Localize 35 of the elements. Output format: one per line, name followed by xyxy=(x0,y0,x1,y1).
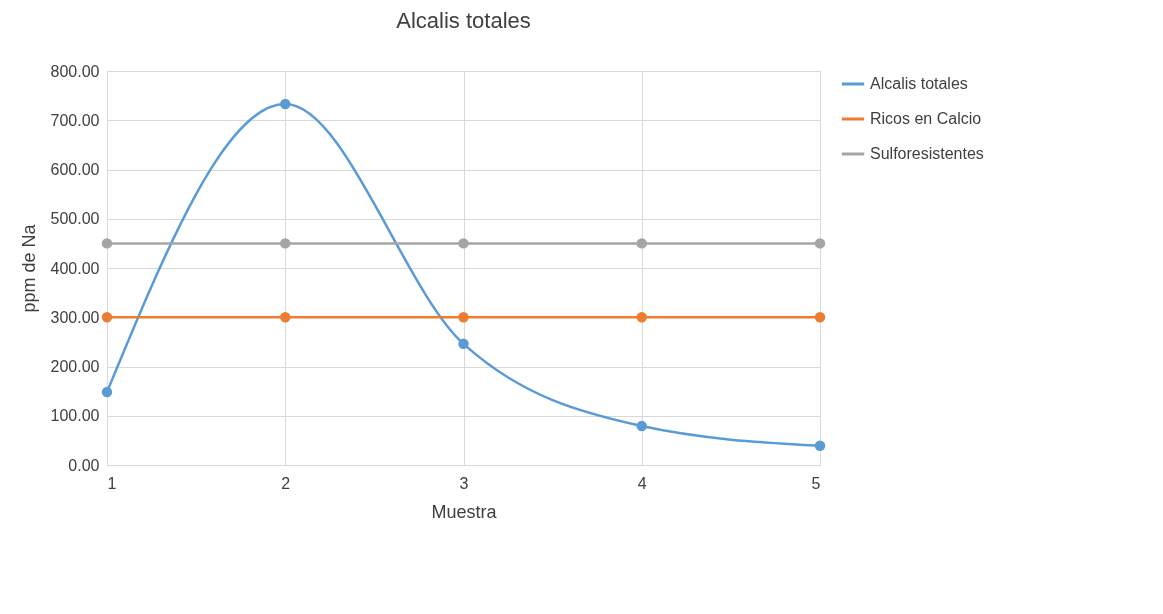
point xyxy=(280,98,291,110)
x-tick-label: 3 xyxy=(459,474,469,492)
x-axis-title: Muestra xyxy=(431,501,498,522)
y-tick-label: 600.00 xyxy=(50,161,100,178)
legend-label: Alcalis totales xyxy=(870,75,968,92)
y-tick-label: 800.00 xyxy=(50,62,100,80)
point xyxy=(814,238,826,249)
y-tick-label: 200.00 xyxy=(50,358,100,375)
legend-label: Sulforesistentes xyxy=(870,145,984,162)
x-tick-label: 2 xyxy=(281,474,291,492)
x-tick-label: 5 xyxy=(811,474,821,492)
y-tick-label: 700.00 xyxy=(50,111,100,129)
legend-label: Ricos en Calcio xyxy=(870,110,982,127)
point xyxy=(101,312,113,323)
y-tick-label: 0.00 xyxy=(68,456,100,474)
y-axis-title: ppm de Na xyxy=(18,223,39,313)
point xyxy=(814,440,826,452)
point xyxy=(636,312,647,323)
x-tick-label: 4 xyxy=(637,474,647,492)
x-tick-label: 1 xyxy=(107,474,117,492)
y-tick-label: 100.00 xyxy=(50,407,100,425)
point xyxy=(458,312,469,323)
point xyxy=(280,312,291,323)
y-tick-label: 400.00 xyxy=(50,259,100,277)
point xyxy=(636,238,647,249)
point xyxy=(458,338,469,350)
y-tick-label: 500.00 xyxy=(50,210,100,228)
point xyxy=(458,238,469,249)
point xyxy=(636,420,647,432)
point xyxy=(280,238,291,249)
chart-title: Alcalis totales xyxy=(396,8,531,33)
point xyxy=(101,238,113,249)
point xyxy=(101,386,113,398)
y-tick-label: 300.00 xyxy=(50,308,100,326)
point xyxy=(814,312,826,323)
